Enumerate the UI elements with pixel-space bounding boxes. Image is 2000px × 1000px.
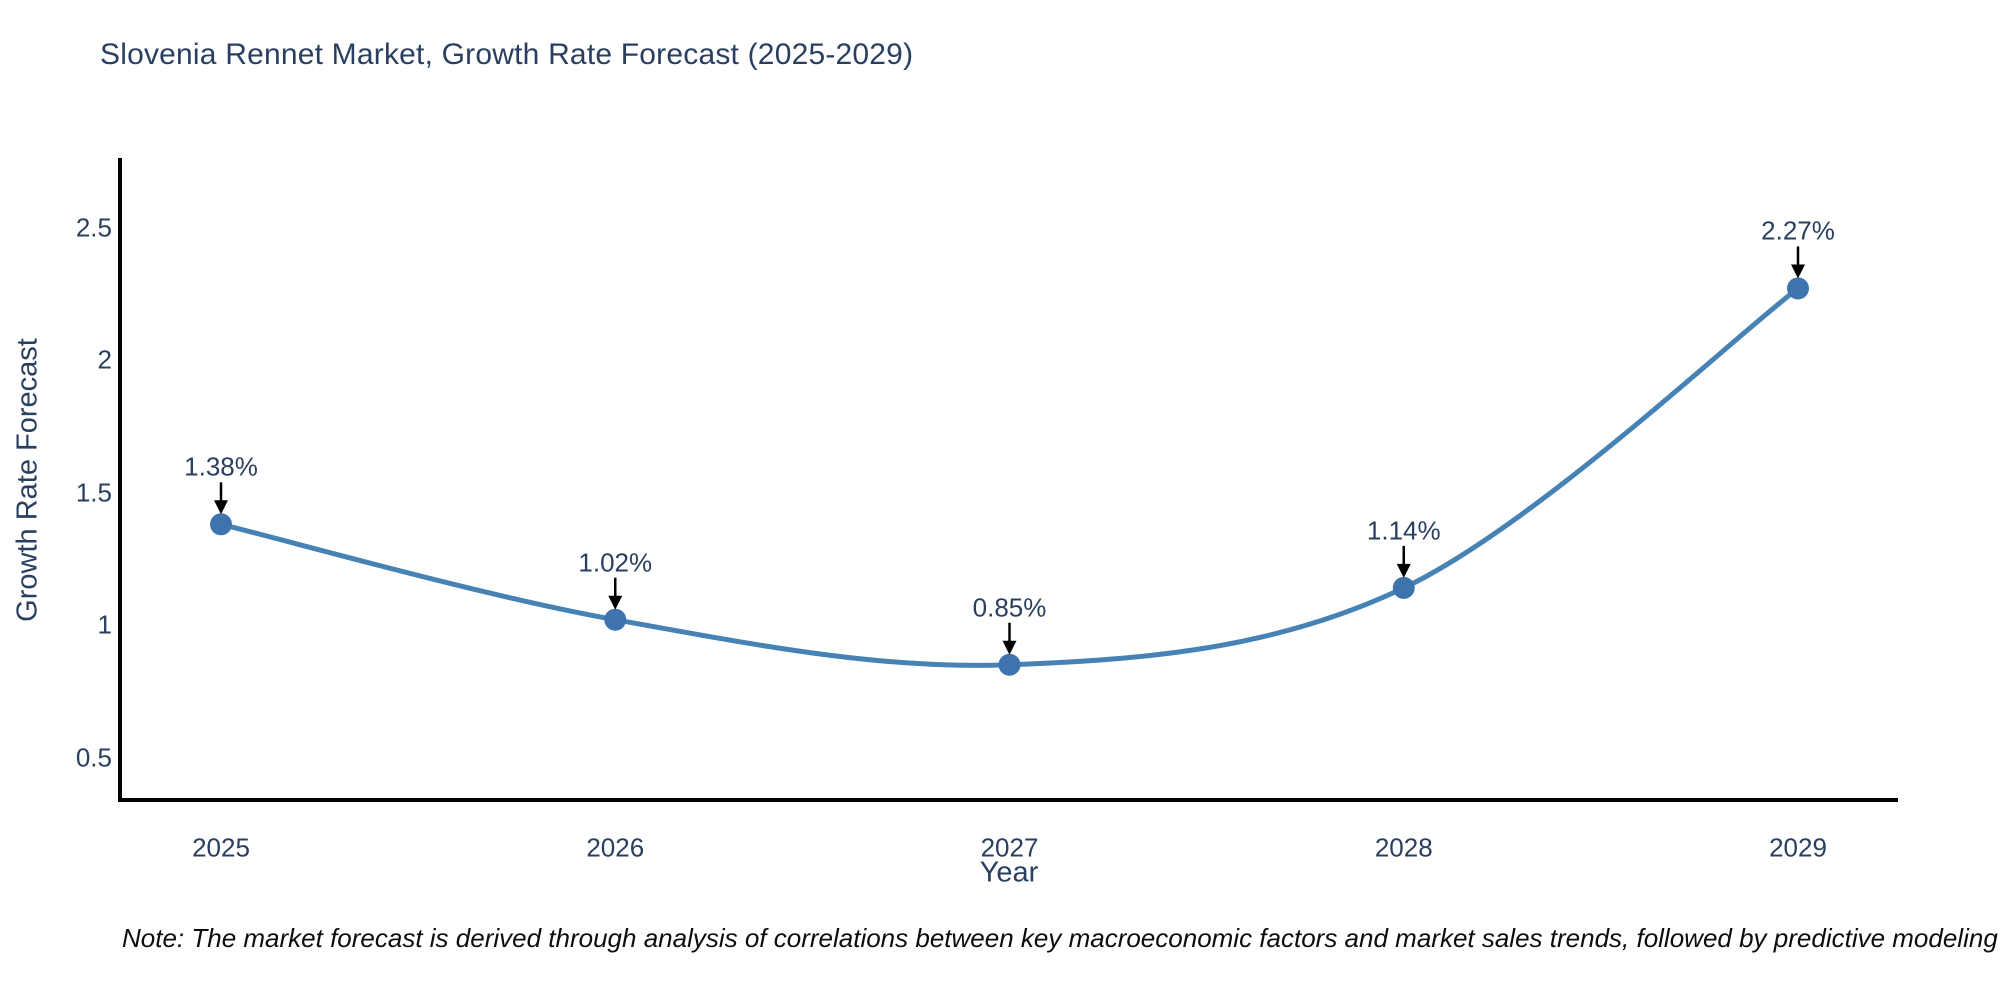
y-tick-label-2: 2 [97,344,112,375]
point-label-2027: 0.85% [972,592,1047,623]
data-point-2027 [998,653,1021,676]
annotation-arrowhead-2026 [608,595,623,610]
annotation-arrowhead-2028 [1396,563,1411,578]
y-axis-title: Growth Rate Forecast [11,338,44,622]
x-tick-label-2026: 2026 [586,832,645,863]
y-tick-label-1: 1 [97,609,112,640]
data-point-2028 [1392,576,1415,599]
point-label-2028: 1.14% [1366,515,1441,546]
data-point-2025 [210,513,232,536]
point-label-2026: 1.02% [578,547,653,578]
annotation-arrowhead-2027 [1002,640,1017,655]
data-point-2029 [1787,277,1809,300]
point-label-2025: 1.38% [184,451,258,482]
x-axis-title: Year [979,856,1039,889]
y-tick-label-0.5: 0.5 [75,742,112,772]
x-tick-label-2025: 2025 [192,832,250,863]
annotation-arrowhead-2029 [1791,264,1805,279]
chart-title: Slovenia Rennet Market, Growth Rate Fore… [100,38,914,71]
x-tick-label-2028: 2028 [1374,832,1433,863]
point-label-2029: 2.27% [1761,215,1835,246]
data-point-2026 [604,608,627,631]
footnote-text: Note: The market forecast is derived thr… [122,923,2000,953]
x-tick-label-2029: 2029 [1769,832,1827,863]
annotation-arrowhead-2025 [214,500,228,515]
x-tick-label-2027: 2027 [980,832,1039,863]
y-tick-label-2.5: 2.5 [75,212,112,242]
y-tick-label-1.5: 1.5 [75,477,112,507]
